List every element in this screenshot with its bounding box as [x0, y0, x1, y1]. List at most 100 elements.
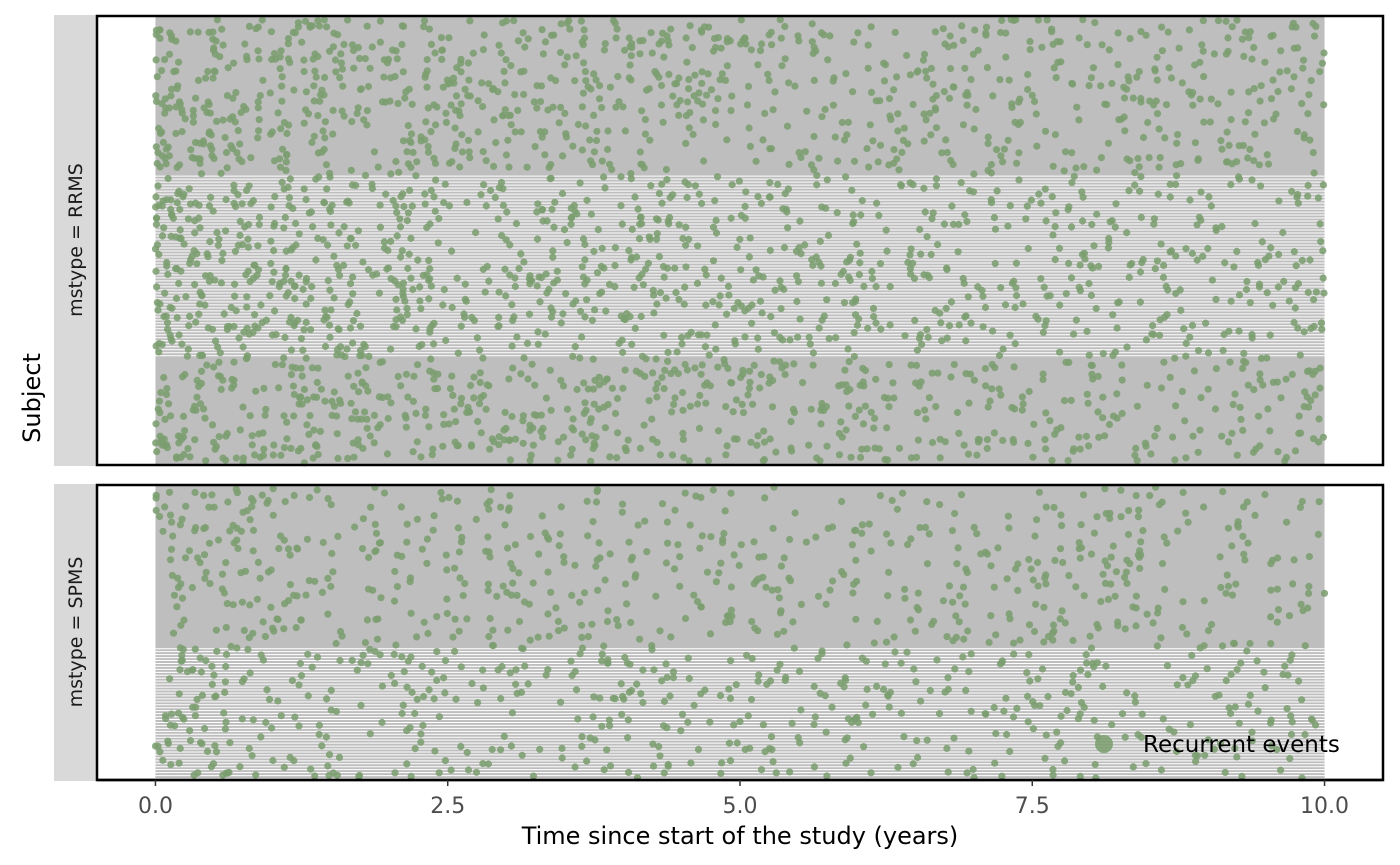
- event-point: [939, 597, 948, 605]
- event-point: [709, 298, 717, 306]
- event-point: [875, 211, 883, 219]
- event-point: [199, 137, 208, 145]
- event-point: [257, 733, 265, 741]
- event-point: [310, 82, 318, 90]
- event-point: [1143, 381, 1151, 389]
- event-point: [170, 591, 178, 599]
- event-point: [332, 707, 340, 716]
- event-point: [572, 52, 580, 60]
- event-point: [1097, 597, 1105, 606]
- event-point: [647, 182, 655, 190]
- event-point: [932, 175, 941, 183]
- event-point: [295, 722, 303, 730]
- event-point: [842, 70, 850, 78]
- event-point: [811, 713, 819, 721]
- event-point: [715, 569, 723, 577]
- event-point: [529, 579, 537, 587]
- event-point: [922, 415, 930, 423]
- event-point: [281, 498, 289, 506]
- event-point: [655, 190, 664, 198]
- event-point: [954, 544, 962, 552]
- event-point: [760, 438, 769, 446]
- event-point: [612, 34, 620, 42]
- event-point: [839, 267, 848, 276]
- event-point: [614, 429, 622, 437]
- event-point: [163, 196, 171, 204]
- event-point: [326, 333, 334, 341]
- event-point: [163, 259, 171, 267]
- event-point: [255, 430, 263, 438]
- event-point: [1289, 19, 1297, 27]
- event-point: [448, 303, 456, 312]
- event-point: [246, 412, 254, 420]
- event-point: [330, 29, 338, 37]
- event-point: [340, 223, 348, 231]
- event-point: [1040, 283, 1048, 291]
- event-point: [227, 142, 235, 150]
- event-point: [501, 521, 509, 529]
- event-point: [196, 654, 204, 662]
- event-point: [1290, 248, 1298, 256]
- event-point: [682, 34, 690, 42]
- event-point: [649, 369, 657, 377]
- event-point: [554, 627, 563, 635]
- event-point: [1304, 192, 1312, 200]
- event-point: [884, 592, 892, 600]
- event-point: [566, 25, 574, 33]
- event-point: [621, 580, 630, 588]
- event-point: [425, 423, 433, 431]
- event-point: [851, 311, 860, 319]
- event-point: [166, 331, 174, 339]
- event-point: [795, 244, 803, 252]
- event-point: [872, 319, 880, 327]
- event-point: [988, 385, 996, 393]
- event-point: [638, 107, 646, 115]
- event-point: [874, 158, 882, 166]
- event-point: [549, 103, 557, 111]
- event-point: [207, 193, 215, 201]
- event-point: [220, 709, 228, 717]
- event-point: [254, 47, 262, 55]
- event-point: [870, 639, 878, 647]
- event-point: [533, 104, 541, 112]
- event-point: [152, 491, 160, 499]
- event-point: [166, 511, 175, 519]
- event-point: [356, 54, 364, 63]
- event-point: [685, 457, 693, 465]
- event-point: [1177, 306, 1185, 314]
- event-point: [1246, 299, 1254, 307]
- event-point: [492, 139, 500, 147]
- event-point: [744, 391, 752, 399]
- event-point: [932, 124, 941, 132]
- event-point: [393, 551, 401, 559]
- event-point: [229, 113, 237, 121]
- event-point: [1290, 556, 1298, 564]
- event-point: [971, 26, 979, 34]
- event-point: [290, 412, 298, 420]
- event-point: [1227, 181, 1235, 189]
- event-point: [1222, 17, 1230, 25]
- event-point: [316, 427, 324, 435]
- event-point: [335, 753, 344, 762]
- event-point: [628, 40, 636, 48]
- event-point: [1167, 74, 1176, 82]
- event-point: [730, 304, 738, 312]
- event-point: [1188, 249, 1196, 258]
- event-point: [195, 310, 203, 318]
- event-point: [312, 73, 320, 81]
- event-point: [780, 244, 789, 252]
- event-point: [155, 250, 163, 258]
- event-point: [313, 653, 322, 661]
- event-point: [252, 771, 260, 779]
- event-point: [985, 638, 993, 647]
- event-point: [321, 397, 329, 405]
- event-point: [233, 536, 241, 544]
- event-point: [1269, 301, 1277, 309]
- event-point: [947, 298, 956, 306]
- event-point: [211, 337, 220, 345]
- event-point: [1084, 399, 1092, 407]
- event-point: [201, 574, 209, 583]
- event-point: [280, 412, 288, 420]
- event-point: [943, 264, 951, 272]
- event-point: [705, 351, 713, 359]
